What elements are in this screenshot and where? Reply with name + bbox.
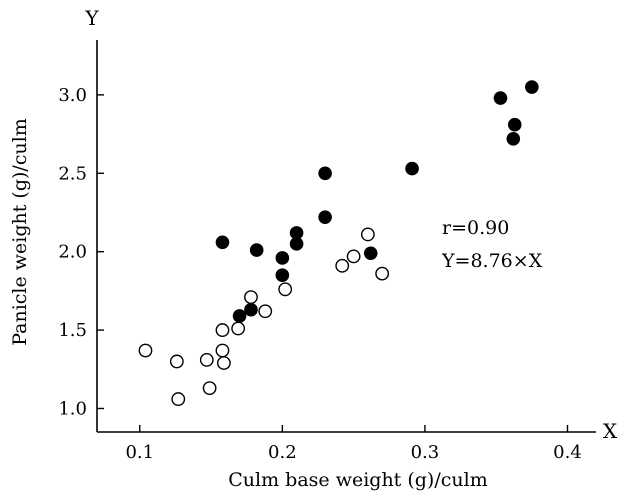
correlation-annotation: r=0.90 (442, 217, 509, 239)
y-axis-title: Panicle weight (g)/culm (9, 118, 31, 346)
x-tick-label: 0.1 (125, 442, 154, 463)
open-data-point (202, 381, 217, 395)
filled-data-point (525, 80, 539, 94)
filled-data-point (244, 302, 258, 317)
y-tick-label: 1.5 (58, 320, 87, 341)
filled-data-point (363, 246, 378, 261)
filled-data-point (289, 237, 304, 251)
regression-equation-annotation: Y=8.76×X (441, 250, 543, 272)
x-tick-label: 0.3 (411, 442, 440, 463)
open-data-point (375, 266, 390, 281)
y-tick-label: 2.0 (58, 242, 87, 263)
filled-data-point (405, 161, 419, 176)
filled-data-point (275, 251, 290, 265)
open-data-point (199, 352, 214, 367)
filled-data-point (275, 268, 290, 282)
open-data-point (231, 321, 246, 336)
filled-data-point (493, 91, 508, 105)
filled-data-point (215, 235, 230, 250)
filled-data-point (249, 243, 264, 257)
open-data-point (171, 392, 186, 406)
y-axis-letter: Y (84, 6, 99, 30)
open-data-point (258, 304, 273, 319)
y-tick-label: 3.0 (58, 85, 87, 106)
open-data-point (278, 282, 293, 297)
open-data-point (346, 249, 361, 264)
open-data-point (215, 323, 230, 337)
filled-data-point (506, 131, 521, 146)
open-data-point (215, 343, 230, 358)
x-tick-label: 0.4 (553, 442, 582, 463)
filled-data-point (318, 210, 332, 224)
open-data-point (138, 343, 153, 358)
data-points (138, 80, 539, 406)
ticks: 0.1 0.2 0.3 0.4 1.0 1.5 2.0 2.5 3.0 (58, 85, 581, 463)
x-axis-letter: X (603, 419, 618, 443)
open-data-point (335, 258, 350, 273)
open-data-point (216, 356, 231, 370)
open-data-point (169, 354, 184, 369)
x-axis-title: Culm base weight (g)/culm (228, 469, 487, 491)
axes (96, 40, 596, 433)
open-data-point (360, 227, 375, 242)
open-data-point (244, 290, 258, 305)
filled-data-point (232, 309, 247, 323)
y-tick-label: 1.0 (58, 398, 87, 419)
x-tick-label: 0.2 (268, 442, 297, 463)
y-tick-label: 2.5 (58, 163, 87, 184)
filled-data-point (507, 117, 522, 132)
filled-data-point (318, 166, 332, 181)
